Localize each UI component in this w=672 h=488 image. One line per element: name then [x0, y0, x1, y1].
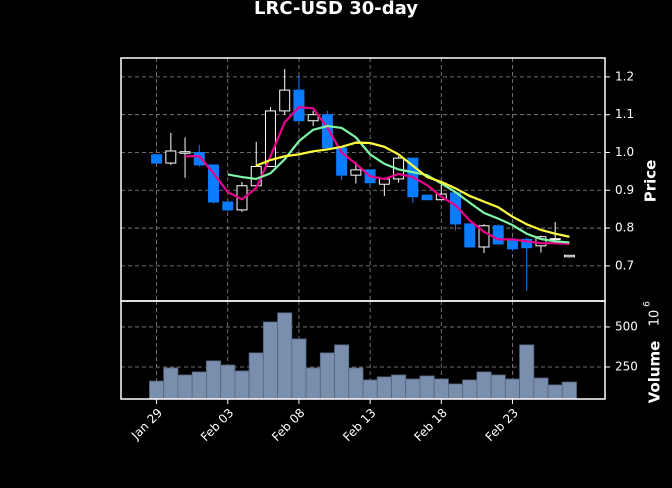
moving-average-line — [227, 124, 570, 244]
volume-bar — [419, 375, 435, 400]
volume-bar — [277, 312, 293, 400]
volume-bar — [206, 360, 222, 400]
y-tick-label: 1.1 — [615, 107, 634, 121]
volume-bar — [490, 374, 506, 400]
y-tick-label: 1.0 — [615, 145, 634, 159]
price-panel-frame — [120, 57, 606, 302]
volume-exponent: 6 — [643, 301, 653, 307]
candle-body — [264, 110, 276, 167]
volume-bar — [220, 364, 236, 400]
volume-bar — [405, 378, 421, 400]
volume-bar — [305, 367, 321, 400]
y-tick-label: 250 — [615, 359, 638, 373]
volume-bar — [476, 371, 492, 400]
candle-body — [563, 254, 575, 258]
candle-body — [492, 225, 504, 245]
candle-body — [193, 151, 205, 166]
volume-bar — [334, 344, 350, 400]
candle-body — [208, 164, 220, 203]
candle-body — [165, 150, 177, 164]
volume-bar — [348, 367, 364, 400]
volume-bar — [291, 338, 307, 400]
y-tick-label: 0.9 — [615, 183, 634, 197]
candle-body — [307, 114, 319, 122]
candle-body — [464, 223, 476, 248]
y-tick-label: 1.2 — [615, 69, 634, 83]
volume-bar — [163, 367, 179, 400]
volume-bar — [561, 381, 577, 400]
volume-bar — [177, 374, 193, 400]
volume-bar — [448, 383, 464, 400]
volume-bar — [248, 352, 264, 400]
volume-bar — [391, 374, 407, 400]
volume-panel-frame — [120, 300, 606, 400]
x-tick-label: Jan 29 — [128, 406, 165, 443]
volume-bar — [262, 321, 278, 400]
candle-body — [321, 114, 333, 149]
candle-body — [350, 169, 362, 176]
y-axis-label: Price — [642, 160, 660, 203]
x-tick-label: Feb 13 — [340, 406, 378, 444]
candle-body — [478, 225, 490, 248]
volume-bar — [149, 380, 165, 400]
candle-body — [421, 194, 433, 201]
moving-average-line — [255, 141, 570, 238]
volume-bar — [504, 378, 520, 400]
volume-bar — [519, 344, 535, 400]
volume-bar — [376, 376, 392, 400]
volume-axis-label: Volume — [646, 341, 664, 404]
volume-bar — [433, 378, 449, 400]
candle-body — [222, 201, 234, 211]
x-tick-label: Feb 23 — [483, 406, 521, 444]
volume-bar — [533, 377, 549, 400]
volume-bar — [191, 371, 207, 400]
x-tick-label: Feb 03 — [198, 406, 236, 444]
candle-body — [535, 236, 547, 247]
candle-body — [549, 238, 561, 241]
candle-body — [336, 147, 348, 176]
moving-average-line — [185, 105, 570, 246]
x-tick-label: Feb 18 — [411, 406, 449, 444]
y-tick-label: 0.8 — [615, 221, 634, 235]
volume-bar — [319, 352, 335, 400]
y-tick-label: 0.7 — [615, 258, 634, 272]
chart-title: LRC-USD 30-day — [254, 0, 418, 19]
volume-multiplier: 10 — [648, 310, 663, 327]
candle-body — [293, 89, 305, 122]
candle-body — [279, 89, 291, 112]
candle-body — [521, 238, 533, 249]
volume-bar — [547, 384, 563, 400]
x-tick-label: Feb 08 — [269, 406, 307, 444]
y-tick-label: 500 — [615, 319, 638, 333]
volume-bar — [462, 379, 478, 400]
volume-bar — [234, 370, 250, 400]
candle-body — [179, 151, 191, 154]
volume-bar — [362, 379, 378, 400]
candle-body — [151, 154, 163, 164]
